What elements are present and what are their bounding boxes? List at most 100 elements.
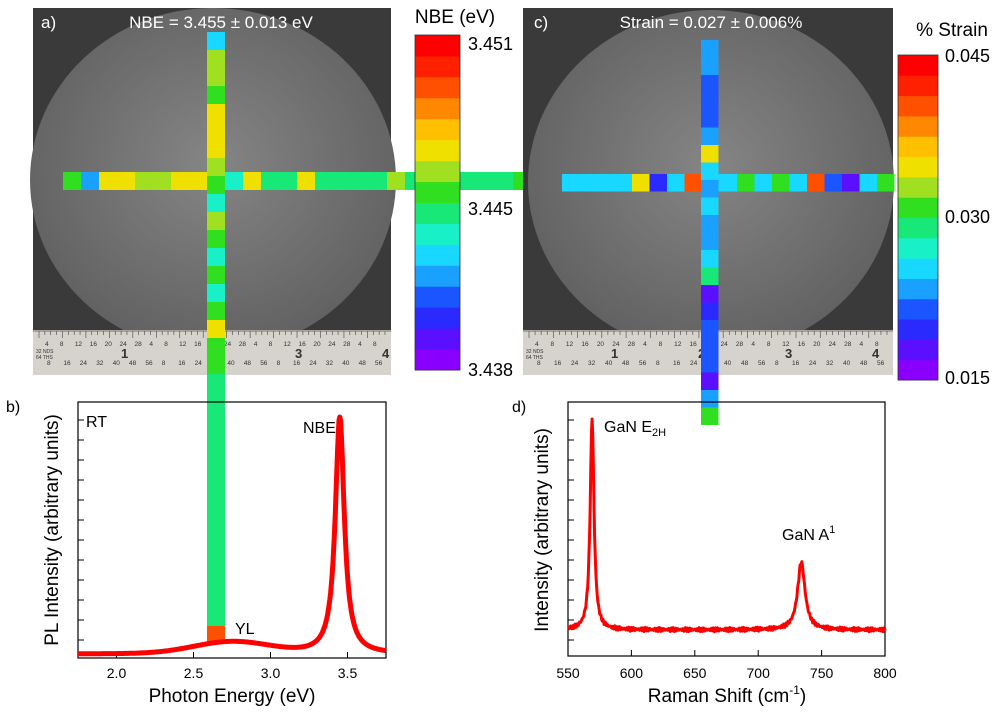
map-cell <box>701 127 719 145</box>
ruler-number: 16 <box>554 360 562 367</box>
measurement-cross <box>562 40 895 425</box>
map-cell <box>597 174 615 192</box>
panel-c: 4812162024284812162024284812162024284881… <box>523 8 990 425</box>
map-cell <box>824 174 842 192</box>
map-cell <box>614 174 632 192</box>
ruler-number: 24 <box>829 341 837 348</box>
x-tick-label: 600 <box>620 665 644 681</box>
map-cell <box>737 174 755 192</box>
map-cell <box>207 230 225 248</box>
map-cell <box>701 180 719 198</box>
ruler-number: 56 <box>145 360 153 367</box>
map-cell <box>171 172 189 190</box>
colorbar-segment <box>415 328 460 350</box>
ruler-number: 28 <box>239 341 247 348</box>
map-cell <box>701 267 719 285</box>
map-cell <box>207 392 225 410</box>
map-cell <box>297 172 315 190</box>
map-cell <box>207 554 225 572</box>
map-cell <box>81 172 99 190</box>
ruler-number: 40 <box>843 360 851 367</box>
ruler-number: 8 <box>164 341 168 348</box>
map-cell <box>207 86 225 104</box>
ruler-number: 40 <box>605 360 613 367</box>
ruler-big-number: 1 <box>611 346 618 361</box>
ruler-number: 8 <box>60 341 64 348</box>
ruler-number: 24 <box>120 341 128 348</box>
ruler-number: 32 <box>588 360 596 367</box>
x-tick-label: 3.5 <box>338 665 358 681</box>
map-cell <box>333 172 351 190</box>
colorbar-tick-bottom: 3.438 <box>468 360 513 380</box>
plot-frame <box>77 401 387 659</box>
ruler-number: 24 <box>328 341 336 348</box>
ruler-number: 8 <box>775 360 779 367</box>
colorbar-tick-bottom: 0.015 <box>945 368 990 388</box>
map-cell <box>701 355 719 373</box>
panel-label: a) <box>41 13 56 32</box>
map-cell <box>99 172 117 190</box>
ruler-big-number: 4 <box>382 346 390 361</box>
map-cell <box>63 172 81 190</box>
colorbar-segment <box>898 176 938 198</box>
ruler-number: 40 <box>113 360 121 367</box>
x-tick-label: 2.0 <box>107 665 127 681</box>
map-cell <box>207 356 225 374</box>
ruler-number: 32 <box>96 360 104 367</box>
ruler-number: 40 <box>227 360 235 367</box>
ruler-number: 16 <box>792 360 800 367</box>
map-cell <box>701 215 719 233</box>
ruler-number: 4 <box>45 341 49 348</box>
panel-a: 4812162024284812162024284812162024284881… <box>30 7 531 644</box>
ruler-number: 48 <box>129 360 137 367</box>
map-cell <box>701 232 719 250</box>
map-cell <box>772 174 790 192</box>
colorbar-segment <box>415 35 460 57</box>
map-cell <box>117 172 135 190</box>
panel-d: d) 550 600 650 700 750 800 GaN E2H GaN A1 Ram… <box>512 399 897 707</box>
ruler-number: 24 <box>571 360 579 367</box>
colorbar-segment <box>415 118 460 141</box>
colorbar-tick-top: 0.045 <box>945 46 990 66</box>
map-cell <box>701 372 719 390</box>
ruler-number: 48 <box>244 360 252 367</box>
pl-spectrum-line <box>76 414 388 657</box>
ruler-number: 4 <box>358 341 362 348</box>
x-tick-label: 550 <box>556 665 580 681</box>
map-cell <box>632 174 650 192</box>
map-cell <box>207 104 225 122</box>
map-cell <box>877 174 895 192</box>
colorbar-segment <box>898 197 938 218</box>
panel-title: NBE = 3.455 ± 0.013 eV <box>129 13 313 32</box>
x-tick-label: 800 <box>873 665 897 681</box>
colorbar-title: % Strain <box>916 20 988 41</box>
colorbar-segment <box>415 265 460 287</box>
ruler-number: 16 <box>673 360 681 367</box>
map-cell <box>459 172 477 190</box>
map-cell <box>495 172 513 190</box>
ruler-number: 4 <box>254 341 258 348</box>
colorbar-segment <box>898 298 938 320</box>
axis-ticks: 550 600 650 700 750 800 <box>556 419 897 681</box>
map-cell <box>807 174 825 192</box>
map-cell <box>207 482 225 500</box>
colorbar-segment <box>898 115 938 137</box>
ruler-number: 12 <box>75 341 83 348</box>
ruler-number: 56 <box>758 360 766 367</box>
ruler-big-number: 3 <box>295 346 302 361</box>
map-cell <box>207 518 225 536</box>
map-cell <box>207 284 225 302</box>
colorbar <box>897 54 939 381</box>
map-cell <box>701 285 719 303</box>
ruler-number: 16 <box>63 360 71 367</box>
y-axis-label: Intensity (arbitrary units) <box>532 428 553 632</box>
colorbar-title: NBE (eV) <box>415 7 495 28</box>
ruler-number: 16 <box>293 360 301 367</box>
ruler-number: 56 <box>639 360 647 367</box>
ruler-big-number: 1 <box>121 346 128 361</box>
ruler-number: 24 <box>309 360 317 367</box>
ruler-number: 28 <box>134 341 142 348</box>
map-cell <box>701 110 719 128</box>
map-cell <box>315 172 333 190</box>
panel-label: d) <box>512 399 526 416</box>
